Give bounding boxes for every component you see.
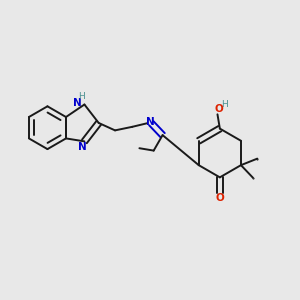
Text: O: O — [215, 104, 224, 114]
Text: N: N — [78, 142, 87, 152]
Text: H: H — [221, 100, 228, 109]
Text: N: N — [146, 117, 155, 127]
Text: H: H — [78, 92, 85, 101]
Text: O: O — [215, 193, 224, 203]
Text: N: N — [73, 98, 82, 108]
